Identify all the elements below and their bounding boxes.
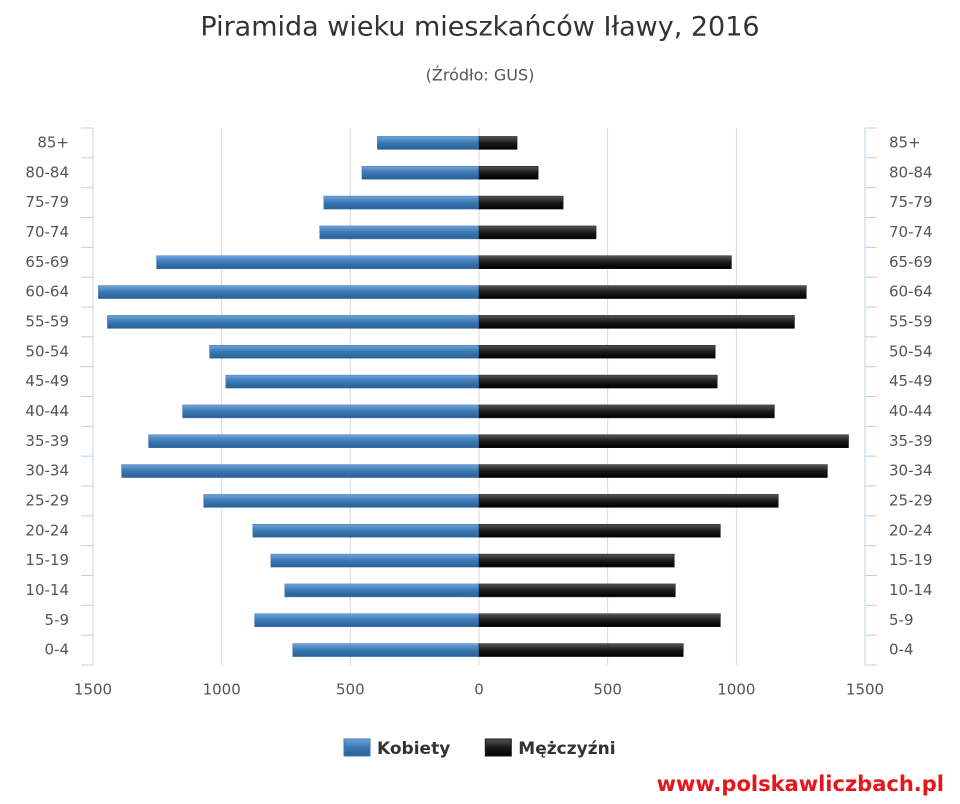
bar [478,404,775,419]
y-tick-label: 65-69 [889,253,933,271]
y-tick-label: 85+ [889,133,921,151]
bar [203,494,480,508]
y-tick-label: 75-79 [889,193,933,211]
bar [182,404,480,419]
bar [478,225,597,240]
bar [478,434,849,448]
x-tick-label: 1500 [846,681,884,699]
bar [478,643,684,657]
bar [121,464,480,478]
bar [292,643,480,657]
bar [478,613,721,627]
y-tick-label: 25-29 [25,491,69,509]
y-tick-label: 50-54 [25,342,69,360]
y-tick-label: 75-79 [25,193,69,211]
bar [478,345,716,359]
bar [148,434,480,448]
bar [478,195,564,210]
y-tick-label: 15-19 [889,551,933,569]
y-tick-label: 80-84 [889,163,933,181]
bar [478,166,539,180]
y-tick-label: 15-19 [25,551,69,569]
chart-title: Piramida wieku mieszkańców Iławy, 2016 [200,12,759,43]
y-tick-label: 40-44 [25,402,69,420]
x-tick-label: 500 [593,681,622,699]
legend-label: Kobiety [377,739,450,759]
bar [361,166,480,180]
bar [156,255,480,269]
bar [319,225,480,240]
bar [478,464,828,478]
bar [478,374,718,389]
y-tick-label: 35-39 [25,432,69,450]
bar [478,315,795,329]
y-tick-label: 70-74 [889,223,933,241]
y-tick-label: 55-59 [25,312,69,330]
y-tick-label: 0-4 [889,641,914,659]
y-tick-label: 10-14 [25,581,69,599]
y-tick-label: 0-4 [45,641,70,659]
bar [252,524,480,538]
y-tick-label: 65-69 [25,253,69,271]
bar [478,524,721,538]
y-tick-label: 20-24 [25,521,69,539]
y-tick-label: 55-59 [889,312,933,330]
y-tick-label: 60-64 [25,283,69,301]
bar [98,285,480,299]
bar [209,345,480,359]
legend-label: Mężczyźni [518,739,615,759]
y-tick-label: 5-9 [45,611,70,629]
y-tick-label: 5-9 [889,611,914,629]
y-tick-label: 30-34 [889,462,933,480]
y-tick-label: 45-49 [889,372,933,390]
y-tick-label: 45-49 [25,372,69,390]
y-tick-label: 50-54 [889,342,933,360]
bar [284,583,480,598]
x-tick-label: 500 [336,681,365,699]
bar [323,195,480,210]
y-tick-label: 40-44 [889,402,933,420]
bar [478,136,518,150]
y-tick-label: 60-64 [889,283,933,301]
bar [478,553,675,568]
bar [478,583,676,598]
y-tick-label: 30-34 [25,462,69,480]
bar [107,315,480,329]
x-tick-label: 1500 [74,681,112,699]
bar [254,613,480,627]
y-tick-label: 10-14 [889,581,933,599]
bar [270,553,480,568]
bar [478,285,807,299]
legend-swatch [343,738,371,757]
y-tick-label: 20-24 [889,521,933,539]
legend-swatch [484,738,512,757]
bar [478,494,779,508]
chart-subtitle: (Źródło: GUS) [426,66,535,85]
y-tick-label: 25-29 [889,491,933,509]
bar [377,136,480,150]
x-tick-label: 1000 [717,681,755,699]
y-tick-label: 85+ [37,133,69,151]
y-tick-label: 35-39 [889,432,933,450]
x-tick-label: 0 [474,681,484,699]
footer-link[interactable]: www.polskawliczbach.pl [657,772,944,796]
y-tick-label: 80-84 [25,163,69,181]
y-tick-label: 70-74 [25,223,69,241]
bar [478,255,732,269]
bar [225,374,480,389]
x-tick-label: 1000 [203,681,241,699]
